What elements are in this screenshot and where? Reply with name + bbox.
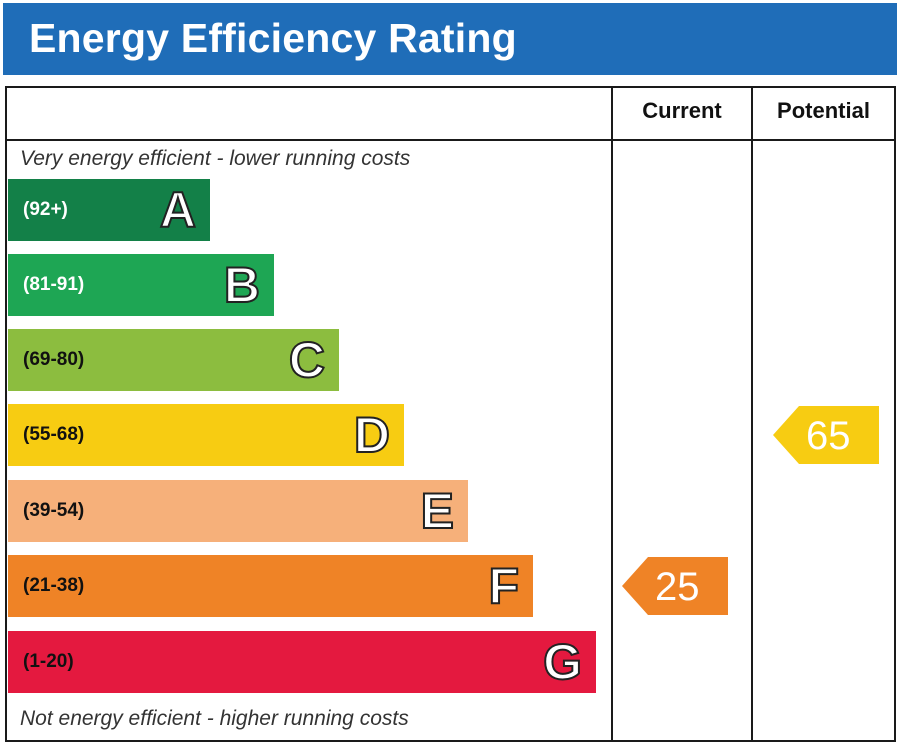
column-divider-current — [611, 86, 613, 742]
band-c: (69-80) C — [8, 329, 339, 391]
band-d-letter: D — [353, 407, 391, 463]
title-bar: Energy Efficiency Rating — [3, 3, 897, 75]
band-f: (21-38) F — [8, 555, 533, 617]
band-e: (39-54) E — [8, 480, 468, 542]
potential-rating-arrow-value: 65 — [806, 414, 851, 458]
band-a-range: (92+) — [23, 199, 68, 220]
band-a: (92+) A — [8, 179, 210, 241]
band-d-range: (55-68) — [23, 424, 85, 445]
band-a-letter: A — [159, 182, 197, 238]
band-b-range: (81-91) — [23, 274, 85, 295]
band-d: (55-68) D — [8, 404, 404, 466]
band-b: (81-91) B — [8, 254, 274, 316]
page-title: Energy Efficiency Rating — [29, 15, 517, 61]
band-e-range: (39-54) — [23, 500, 85, 521]
band-f-letter: F — [487, 558, 520, 614]
band-g: (1-20) G — [8, 631, 596, 693]
band-f-range: (21-38) — [23, 575, 85, 596]
band-g-range: (1-20) — [23, 651, 74, 672]
band-e-letter: E — [420, 483, 455, 539]
top-note: Very energy efficient - lower running co… — [20, 147, 411, 170]
current-column-header: Current — [642, 98, 722, 123]
potential-rating-arrow: 65 — [773, 406, 879, 464]
potential-column-header: Potential — [777, 98, 870, 123]
current-rating-arrow: 25 — [622, 557, 728, 615]
current-rating-arrow-value: 25 — [655, 565, 700, 609]
header-divider — [5, 139, 896, 141]
bottom-note: Not energy efficient - higher running co… — [20, 707, 409, 730]
column-divider-potential — [751, 86, 753, 742]
rating-table — [5, 86, 896, 742]
band-g-letter: G — [542, 634, 583, 690]
band-c-letter: C — [288, 332, 326, 388]
band-b-letter: B — [223, 257, 261, 313]
band-c-range: (69-80) — [23, 349, 85, 370]
